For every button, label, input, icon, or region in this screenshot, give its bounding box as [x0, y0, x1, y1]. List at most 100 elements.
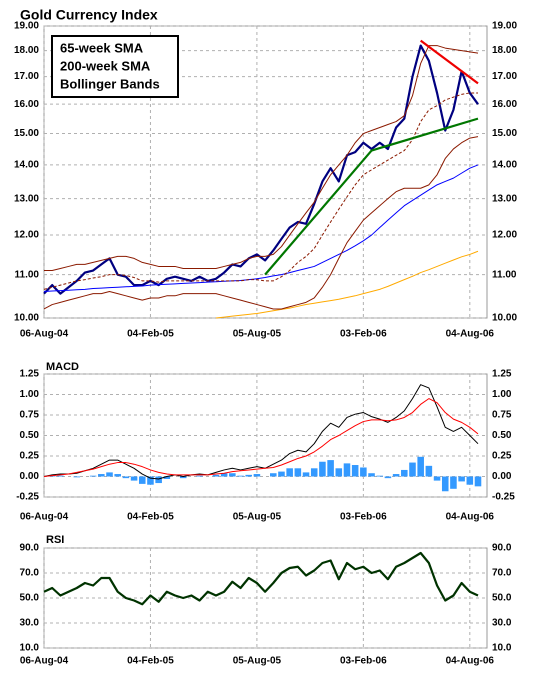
series-line — [43, 164, 479, 292]
histogram-bar — [417, 456, 424, 477]
x-tick-label: 04-Feb-05 — [127, 656, 174, 667]
histogram-bar — [155, 476, 162, 484]
legend-entry: 65-week SMA — [60, 40, 144, 55]
histogram-bar — [179, 476, 187, 479]
histogram-bar — [286, 468, 293, 477]
x-tick-label: 06-Aug-04 — [20, 512, 69, 523]
histogram-bar — [237, 475, 244, 477]
y-tick-label-right: 50.0 — [492, 593, 512, 604]
y-tick-label-right: 0.75 — [492, 410, 512, 421]
histogram-bar — [278, 471, 285, 477]
y-tick-label: 50.0 — [20, 593, 40, 604]
band-upper — [44, 45, 479, 272]
histogram-bar — [114, 474, 121, 477]
histogram-bar — [106, 472, 113, 477]
x-tick-label: 04-Aug-06 — [446, 329, 495, 340]
histogram-bar — [98, 474, 105, 477]
histogram-bar — [409, 462, 416, 477]
histogram-bar — [376, 475, 384, 477]
histogram-bar — [450, 476, 457, 489]
histogram-bar — [220, 473, 228, 477]
chart-title: RSI — [46, 534, 64, 546]
chart-title: MACD — [46, 361, 79, 373]
legend-entry: Bollinger Bands — [60, 76, 160, 91]
y-tick-label: 90.0 — [20, 543, 40, 554]
y-tick-label: 0.00 — [20, 471, 40, 482]
y-tick-label: 0.25 — [20, 451, 40, 462]
y-tick-label: 15.00 — [14, 128, 39, 139]
histogram-bar — [425, 465, 433, 477]
histogram-bar — [466, 476, 474, 485]
histogram-bar — [441, 476, 449, 492]
y-tick-label-right: 10.00 — [492, 313, 517, 324]
histogram-bar — [122, 476, 130, 479]
y-tick-label: 14.00 — [14, 160, 39, 171]
histogram-bar — [196, 475, 203, 477]
x-tick-label: 05-Aug-05 — [233, 329, 282, 340]
histogram-bar — [130, 476, 138, 481]
y-tick-label-right: 90.0 — [492, 543, 512, 554]
legend-entry: 200-week SMA — [60, 58, 151, 73]
x-tick-label: 03-Feb-06 — [340, 656, 387, 667]
y-tick-label-right: 18.00 — [492, 45, 517, 56]
y-tick-label-right: -0.25 — [492, 492, 515, 503]
histogram-bar — [138, 476, 146, 484]
y-tick-label: 16.00 — [14, 99, 39, 110]
y-tick-label-right: 19.00 — [492, 21, 517, 32]
y-tick-label: 13.00 — [14, 193, 39, 204]
y-tick-label-right: 16.00 — [492, 99, 517, 110]
y-tick-label: 30.0 — [20, 618, 40, 629]
x-tick-label: 04-Feb-05 — [127, 329, 174, 340]
histogram-bar — [229, 473, 236, 477]
y-tick-label-right: 11.00 — [492, 269, 517, 280]
y-tick-label: 12.00 — [14, 230, 39, 241]
histogram-bar — [360, 467, 367, 477]
x-tick-label: 04-Aug-06 — [446, 512, 495, 523]
histogram-bar — [401, 469, 408, 477]
histogram-bar — [368, 473, 375, 477]
y-tick-label: 11.00 — [15, 269, 40, 280]
x-tick-label: 05-Aug-05 — [233, 512, 282, 523]
series-line — [215, 250, 479, 319]
y-tick-label-right: 1.25 — [492, 369, 512, 380]
y-tick-label: 0.50 — [20, 430, 40, 441]
series-line — [43, 551, 479, 606]
y-tick-label-right: 0.25 — [492, 451, 512, 462]
y-tick-label: 0.75 — [20, 410, 40, 421]
y-tick-label: 17.00 — [14, 71, 39, 82]
histogram-bar — [57, 475, 64, 477]
histogram-bar — [392, 474, 400, 477]
histogram-bar — [343, 463, 351, 477]
histogram-bar — [294, 468, 302, 477]
trend-line — [264, 117, 479, 276]
histogram-bar — [310, 468, 318, 477]
histogram-bar — [327, 460, 334, 477]
y-tick-label-right: 13.00 — [492, 193, 517, 204]
histogram-bar — [319, 461, 326, 477]
x-tick-label: 06-Aug-04 — [20, 329, 69, 340]
series-line — [43, 384, 479, 480]
x-tick-label: 05-Aug-05 — [233, 656, 282, 667]
histogram-bar — [245, 474, 252, 477]
y-tick-label-right: 30.0 — [492, 618, 512, 629]
y-tick-label: 1.25 — [20, 369, 40, 380]
y-tick-label-right: 70.0 — [492, 568, 512, 579]
trend-line — [420, 39, 479, 85]
series-line — [43, 398, 479, 477]
x-tick-label: 03-Feb-06 — [340, 329, 387, 340]
y-tick-label-right: 10.0 — [492, 643, 512, 654]
histogram-bar — [89, 475, 97, 477]
y-tick-label-right: 14.00 — [492, 160, 517, 171]
y-tick-label: 1.00 — [20, 389, 40, 400]
y-tick-label: 70.0 — [20, 568, 40, 579]
y-tick-label: 19.00 — [14, 21, 39, 32]
histogram-bar — [433, 476, 441, 481]
histogram-bar — [474, 476, 482, 487]
chart-title: Gold Currency Index — [20, 7, 158, 23]
x-tick-label: 03-Feb-06 — [340, 512, 387, 523]
histogram-bar — [253, 474, 261, 477]
y-tick-label-right: 1.00 — [492, 389, 512, 400]
y-tick-label: 18.00 — [14, 45, 39, 56]
histogram-bar — [270, 473, 277, 477]
